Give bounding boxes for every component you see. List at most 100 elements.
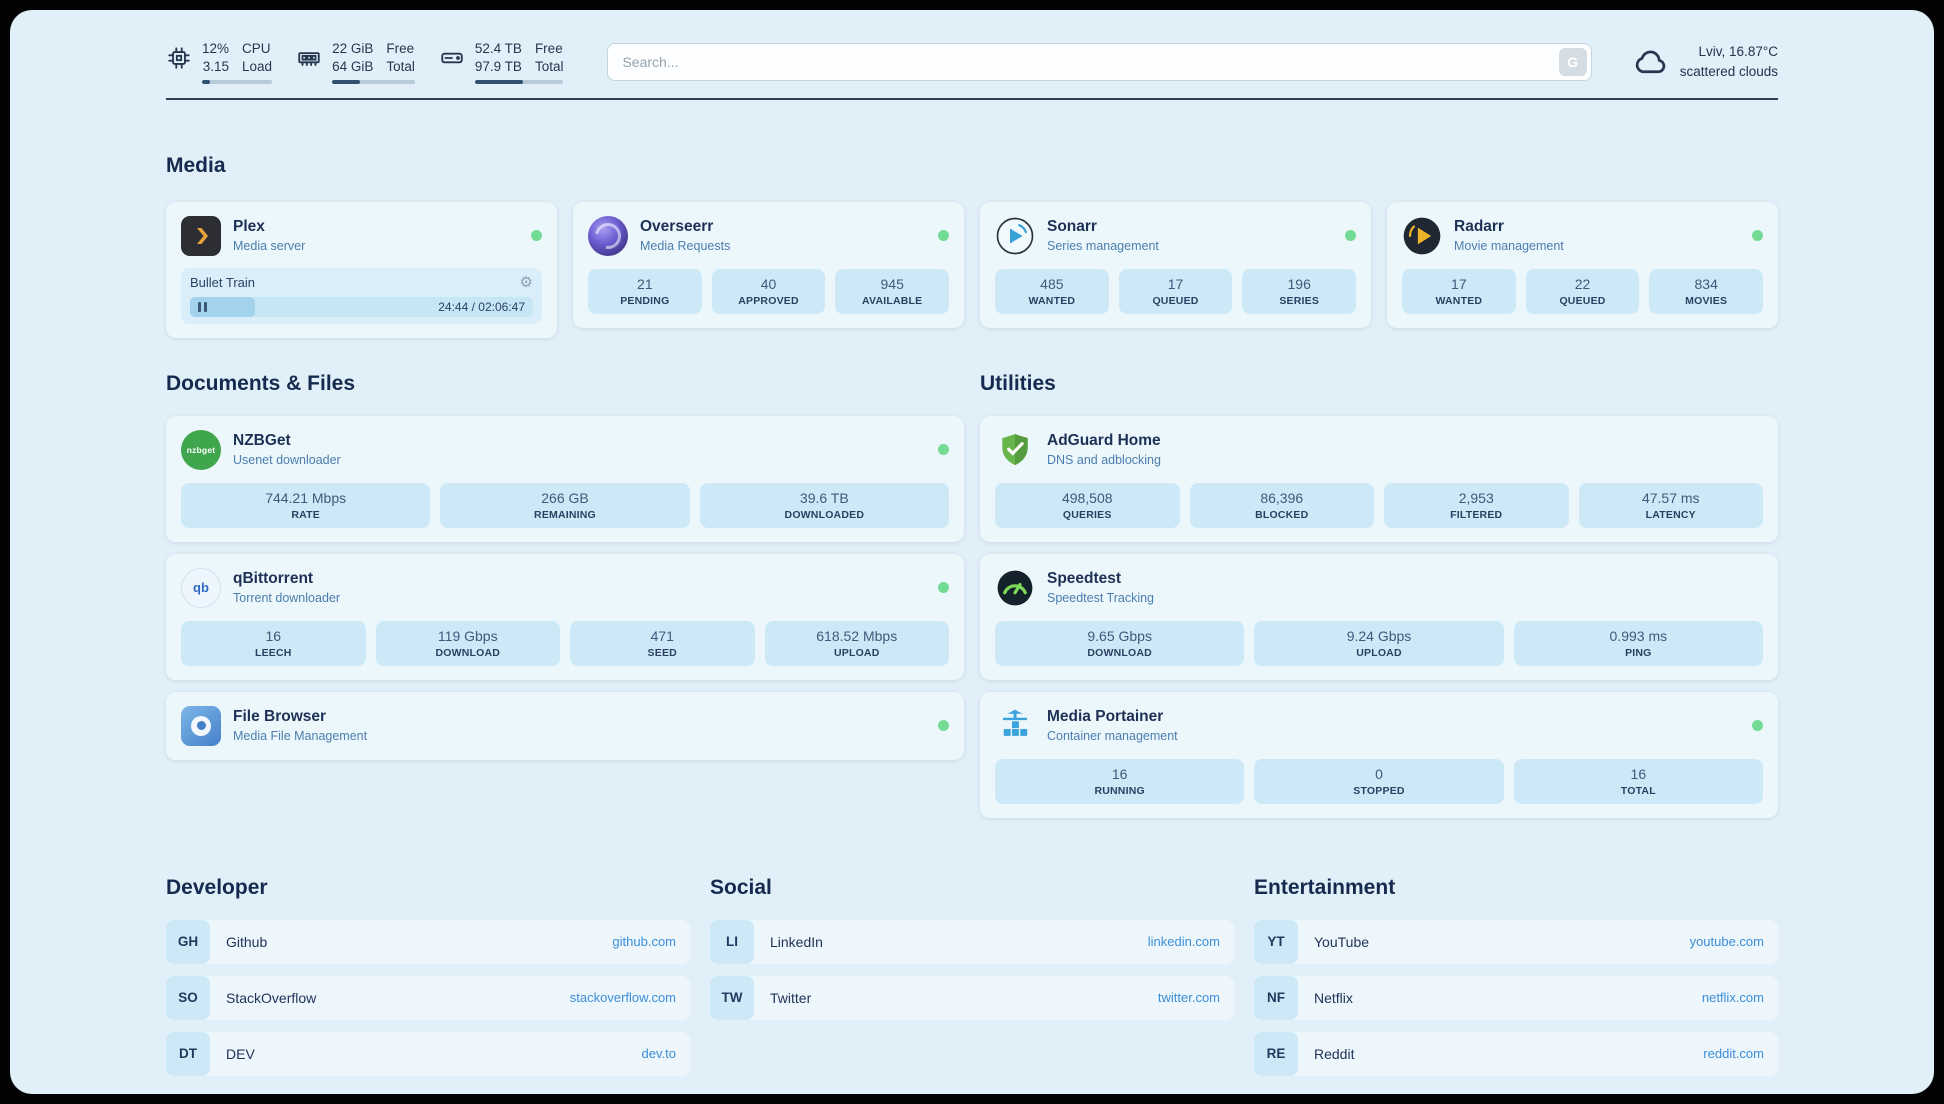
search-input[interactable]	[607, 42, 1592, 81]
bookmark-group-title: Social	[710, 875, 772, 899]
search-bar: G	[607, 42, 1592, 81]
bookmark-abbr: GH	[166, 919, 210, 964]
nzbget-icon: nzbget	[181, 429, 221, 470]
stat-box: 498,508 QUERIES	[995, 482, 1180, 528]
ram-progress-bar	[332, 79, 415, 84]
speedtest-icon	[995, 568, 1035, 608]
top-bar: 12% CPU 3.15 Load 22 GiB Free 64 GiB Tot…	[166, 40, 1778, 84]
bookmark-name: Github	[226, 933, 268, 950]
stat-box: 119 Gbps DOWNLOAD	[375, 620, 560, 666]
status-dot	[938, 444, 949, 456]
cpu-icon	[168, 47, 190, 69]
disk-icon	[441, 52, 463, 64]
gear-icon[interactable]: ⚙	[519, 273, 533, 291]
stat-box: 2,953 FILTERED	[1384, 482, 1569, 528]
dashboard-panel: 12% CPU 3.15 Load 22 GiB Free 64 GiB Tot…	[10, 10, 1934, 1094]
bookmark-stackoverflow[interactable]: SO StackOverflow stackoverflow.com	[166, 975, 690, 1020]
bookmark-abbr: LI	[710, 919, 754, 964]
now-playing-title: Bullet Train	[190, 274, 256, 290]
stat-box: 471 SEED	[570, 620, 755, 666]
bookmark-abbr: YT	[1254, 919, 1298, 964]
playback-progress-bar[interactable]: 24:44 / 02:06:47	[190, 296, 533, 317]
ram-total-value: 64 GiB	[332, 58, 374, 74]
service-desc: Series management	[1047, 239, 1159, 254]
section-title-utilities: Utilities	[980, 371, 1056, 395]
radarr-icon	[1402, 216, 1442, 256]
status-dot	[1345, 230, 1356, 242]
playback-time: 24:44 / 02:06:47	[438, 299, 525, 314]
bookmark-abbr: DT	[166, 1031, 210, 1076]
service-desc: Container management	[1047, 729, 1178, 744]
bookmark-url: github.com	[612, 934, 676, 950]
stat-box: 0.993 ms PING	[1513, 620, 1763, 666]
stat-box: 39.6 TB DOWNLOADED	[699, 482, 949, 528]
stat-box: 47.57 ms LATENCY	[1578, 482, 1763, 528]
dashboard-content: 12% CPU 3.15 Load 22 GiB Free 64 GiB Tot…	[10, 10, 1934, 1094]
pause-button[interactable]	[198, 301, 207, 312]
bookmark-reddit[interactable]: RE Reddit reddit.com	[1254, 1031, 1778, 1076]
stat-box: 9.65 Gbps DOWNLOAD	[995, 620, 1245, 666]
stat-box: 266 GB REMAINING	[440, 482, 690, 528]
bookmark-name: DEV	[226, 1045, 255, 1062]
service-card-speedtest[interactable]: Speedtest Speedtest Tracking 9.65 Gbps DO…	[980, 553, 1778, 680]
service-desc: Usenet downloader	[233, 453, 341, 468]
status-dot	[531, 230, 542, 242]
stat-box: 0 STOPPED	[1254, 758, 1504, 804]
section-utilities: Utilities AdGuard Home DNS and adblockin…	[980, 338, 1778, 830]
stat-box: 17 WANTED	[1402, 268, 1516, 314]
disk-free-label: Free	[534, 41, 563, 56]
disk-free-value: 52.4 TB	[474, 41, 522, 56]
cpu-load-label: Load	[242, 58, 273, 74]
ram-total-label: Total	[386, 58, 415, 74]
service-card-overseerr[interactable]: Overseerr Media Requests 21 PENDING 40 APP…	[573, 201, 964, 328]
bookmark-url: stackoverflow.com	[569, 990, 676, 1006]
bookmark-abbr: TW	[710, 975, 754, 1020]
status-dot	[938, 720, 949, 732]
service-name: Speedtest	[1047, 570, 1122, 588]
stat-box: 40 APPROVED	[711, 268, 826, 314]
stat-box: 744.21 Mbps RATE	[181, 482, 431, 528]
weather-widget: Lviv, 16.87°C scattered clouds	[1632, 42, 1778, 83]
stat-box: 9.24 Gbps UPLOAD	[1254, 620, 1504, 666]
bookmark-twitter[interactable]: TW Twitter twitter.com	[710, 975, 1234, 1020]
service-card-portainer[interactable]: Media Portainer Container management 16 R…	[980, 691, 1778, 818]
ram-widget: 22 GiB Free 64 GiB Total	[296, 40, 415, 84]
service-card-nzbget[interactable]: nzbget NZBGet Usenet downloader 744.21 M…	[166, 415, 964, 542]
overseerr-icon	[588, 215, 628, 256]
status-dot	[938, 230, 949, 242]
disk-total-label: Total	[534, 58, 564, 74]
stat-box: 16 LEECH	[181, 620, 366, 666]
search-provider-button[interactable]: G	[1558, 47, 1587, 76]
adguard-icon	[995, 430, 1035, 470]
bookmark-name: Twitter	[770, 989, 812, 1006]
service-name: Media Portainer	[1047, 708, 1164, 726]
service-desc: Speedtest Tracking	[1047, 591, 1155, 606]
bookmark-netflix[interactable]: NF Netflix netflix.com	[1254, 975, 1778, 1020]
service-card-filebrowser[interactable]: File Browser Media File Management	[166, 691, 964, 760]
bookmark-group-title: Developer	[166, 875, 268, 899]
bookmark-youtube[interactable]: YT YouTube youtube.com	[1254, 919, 1778, 964]
filebrowser-icon	[181, 705, 221, 746]
bookmark-dev[interactable]: DT DEV dev.to	[166, 1031, 690, 1076]
stat-box: 86,396 BLOCKED	[1189, 482, 1374, 528]
service-card-sonarr[interactable]: Sonarr Series management 485 WANTED 17 QUE…	[980, 201, 1371, 328]
service-card-qbittorrent[interactable]: qb qBittorrent Torrent downloader 16 LEEC…	[166, 553, 964, 680]
sonarr-icon	[995, 216, 1035, 256]
service-desc: Movie management	[1454, 239, 1564, 254]
ram-free-value: 22 GiB	[332, 41, 374, 56]
service-card-radarr[interactable]: Radarr Movie management 17 WANTED 22 QUEUE…	[1387, 201, 1778, 328]
service-desc: Torrent downloader	[233, 591, 341, 606]
header-divider	[166, 97, 1778, 100]
weather-description: scattered clouds	[1679, 63, 1778, 79]
bookmark-linkedin[interactable]: LI LinkedIn linkedin.com	[710, 919, 1234, 964]
service-card-plex[interactable]: Plex Media server Bullet Train ⚙	[166, 201, 557, 338]
section-title-documents: Documents & Files	[166, 371, 356, 395]
stat-box: 618.52 Mbps UPLOAD	[764, 620, 949, 666]
bookmark-github[interactable]: GH Github github.com	[166, 919, 690, 964]
section-media: Media Plex Media server	[166, 154, 1778, 338]
portainer-icon	[995, 706, 1035, 746]
bookmark-name: StackOverflow	[226, 989, 317, 1006]
stat-box: 16 RUNNING	[995, 758, 1245, 804]
disk-total-value: 97.9 TB	[474, 58, 522, 74]
service-card-adguard[interactable]: AdGuard Home DNS and adblocking 498,508 Q…	[980, 415, 1778, 542]
